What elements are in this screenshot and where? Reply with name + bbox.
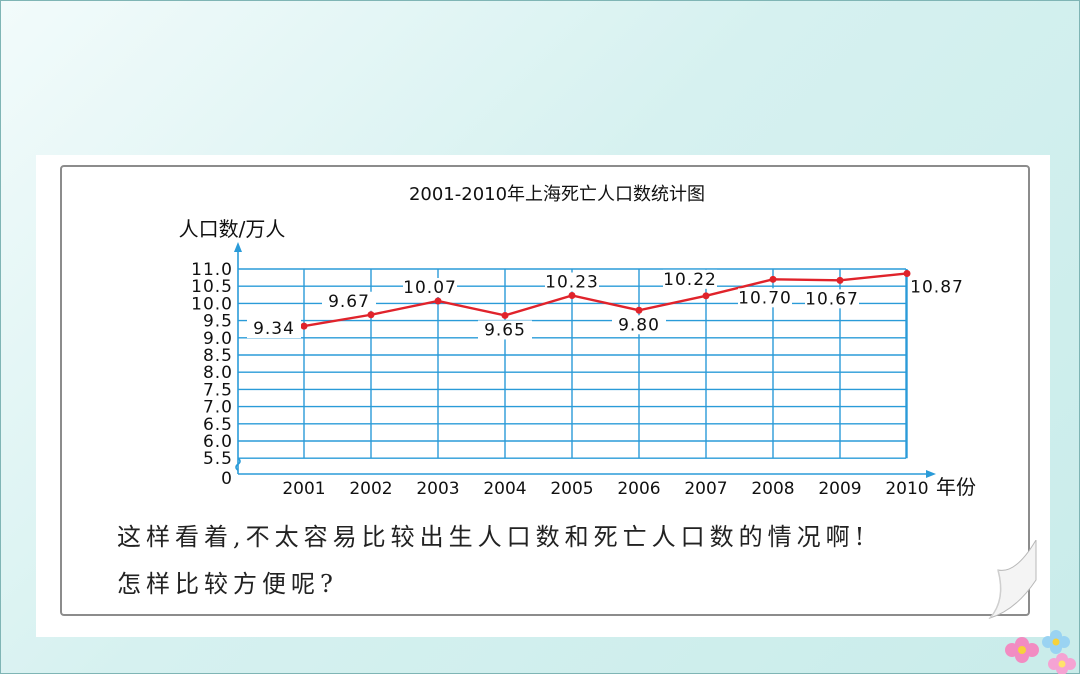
data-label: 10.07 xyxy=(403,278,457,298)
chart-title: 2001-2010年上海死亡人口数统计图 xyxy=(409,184,705,205)
data-point xyxy=(300,322,308,330)
data-label-bg xyxy=(910,277,964,297)
data-point xyxy=(702,292,710,300)
x-tick-label: 2006 xyxy=(617,479,660,499)
y-axis-title: 人口数/万人 xyxy=(179,217,286,241)
x-tick-label: 2004 xyxy=(483,479,526,499)
data-point xyxy=(903,269,911,277)
y-tick-label: 11.0 xyxy=(191,260,233,280)
data-label: 10.23 xyxy=(545,272,599,292)
data-point xyxy=(434,297,442,305)
data-label-bg xyxy=(663,269,717,289)
data-label: 9.80 xyxy=(618,315,660,335)
x-tick-label: 2009 xyxy=(818,479,861,499)
data-label-bg xyxy=(403,277,457,297)
data-label-bg xyxy=(322,291,376,311)
data-label-bg xyxy=(805,289,859,309)
data-label: 9.34 xyxy=(253,319,295,339)
x-tick-label: 2002 xyxy=(349,479,392,499)
data-point xyxy=(568,291,576,299)
series-line xyxy=(300,269,911,330)
x-tick-labels: 2001 2002 2003 2004 2005 2006 2007 2008 2009 2010 xyxy=(282,479,928,499)
y-tick-label: 6.0 xyxy=(203,432,233,452)
x-tick-label: 2005 xyxy=(550,479,593,499)
y-tick-label: 7.5 xyxy=(203,380,233,400)
data-label-bg xyxy=(612,315,666,335)
data-label: 10.70 xyxy=(738,288,792,308)
data-point xyxy=(367,311,375,319)
x-axis-arrow-icon xyxy=(926,470,936,478)
y-tick-label: 9.5 xyxy=(203,312,233,332)
data-label: 10.87 xyxy=(910,277,964,297)
x-tick-label: 2010 xyxy=(885,479,928,499)
y-tick-label: 8.0 xyxy=(203,363,233,383)
y-tick-label: 6.5 xyxy=(203,415,233,435)
y-tick-label: 10.5 xyxy=(191,277,233,297)
data-label-bg xyxy=(545,272,599,292)
axis-break-icon xyxy=(235,457,241,471)
series-polyline xyxy=(303,272,908,328)
y-tick-label: 8.5 xyxy=(203,346,233,366)
flower-decoration-icon xyxy=(1005,630,1076,674)
data-label-bg xyxy=(247,319,301,339)
data-label: 10.22 xyxy=(663,270,717,290)
page-curl xyxy=(988,540,1037,620)
y-tick-label: 9.0 xyxy=(203,329,233,349)
data-label: 10.67 xyxy=(805,289,859,309)
chart-card xyxy=(60,165,1030,616)
data-labels: 9.34 9.67 10.07 9.65 10.23 9.80 10.22 10.70 10.6… xyxy=(247,269,964,340)
grid xyxy=(238,268,908,459)
y-tick-label: 7.0 xyxy=(203,398,233,418)
data-point xyxy=(769,275,777,283)
x-axis-title: 年份 xyxy=(936,475,976,499)
y-tick-labels: 11.010.510.09.59.08.58.07.57.06.56.05.50 xyxy=(191,260,233,489)
data-label: 9.65 xyxy=(484,320,526,340)
y-tick-label: 5.5 xyxy=(203,449,233,469)
data-label-bg xyxy=(738,288,792,308)
y-tick-label: 0 xyxy=(221,469,233,489)
data-point xyxy=(501,311,509,319)
x-tick-label: 2003 xyxy=(416,479,459,499)
x-tick-label: 2008 xyxy=(751,479,794,499)
data-point xyxy=(635,306,643,314)
x-tick-label: 2001 xyxy=(282,479,325,499)
y-tick-label: 10.0 xyxy=(191,294,233,314)
data-point xyxy=(836,276,844,284)
caption-line-1: 这样看着,不太容易比较出生人口数和死亡人口数的情况啊! xyxy=(117,523,870,551)
data-label: 9.67 xyxy=(328,292,370,312)
axes xyxy=(234,242,936,478)
data-label-bg xyxy=(478,320,532,340)
y-axis-arrow-icon xyxy=(234,242,242,252)
x-tick-label: 2007 xyxy=(684,479,727,499)
caption-line-2: 怎样比较方便呢? xyxy=(117,570,338,598)
